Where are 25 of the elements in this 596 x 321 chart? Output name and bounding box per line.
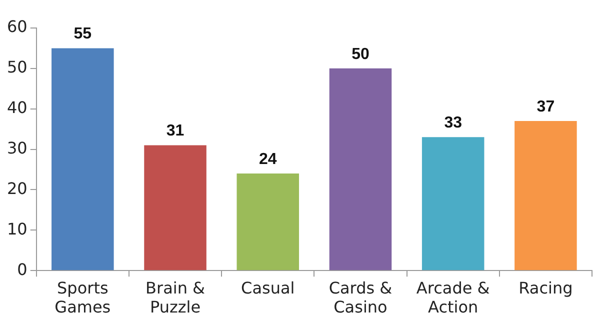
data-label: 50: [352, 46, 370, 63]
bar: [422, 137, 484, 270]
y-tick-label: 40: [7, 98, 28, 118]
y-tick-label: 10: [7, 219, 28, 238]
data-label: 33: [444, 114, 462, 132]
y-tick-label: 0: [17, 260, 28, 279]
x-tick-label: Casual: [241, 278, 295, 298]
bar: [514, 120, 577, 270]
data-label: 24: [258, 150, 277, 168]
data-label: 31: [166, 122, 184, 140]
y-tick-label: 60: [7, 17, 28, 36]
x-tick-label: Brain & Puzzle: [146, 278, 206, 317]
x-tick-label: Racing: [518, 278, 573, 298]
bar: [236, 174, 300, 270]
bar: [144, 145, 206, 270]
y-tick-label: 50: [7, 58, 28, 77]
bar: [52, 48, 114, 270]
bar: [329, 68, 392, 270]
y-tick-label: 20: [7, 178, 28, 198]
data-label: 37: [536, 98, 555, 116]
x-tick-label: Sports Games: [54, 278, 111, 317]
x-tick-label: Arcade & Action: [416, 278, 490, 317]
data-label: 55: [74, 26, 92, 43]
y-tick-label: 30: [7, 138, 28, 158]
x-tick-label: Cards & Casino: [328, 278, 392, 317]
